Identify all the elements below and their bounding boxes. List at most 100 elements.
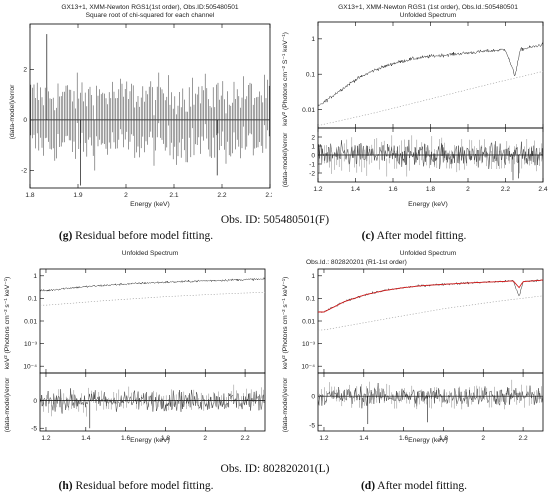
chart-c-bottom-xtick-label: 1.2 [313,186,322,193]
obs-id-bottom: Obs. ID: 802820201(L) [220,463,330,475]
caption-g: (g) Residual before model fitting. [0,230,272,242]
chart-g-xtick-label: 2.1 [169,192,178,199]
chart-c-ylabel-top: keV² (Photons cm⁻² S⁻¹ keV⁻¹) [282,32,289,126]
chart-c-bottom-ytick-label: -1 [309,161,315,168]
chart-c-xlabel: Energy (keV) [408,201,448,208]
chart-c-bottom-xtick-label: 1.4 [351,186,360,193]
chart-g-ytick-label: 0 [23,117,27,124]
chart-g-xtick-label: 1.9 [73,192,82,199]
chart-h-svg: Unfolded Spectrum keV² (Photons cm⁻² s⁻¹… [4,250,266,444]
caption-d-letter: (d) [360,480,376,492]
chart-c-svg: GX13+1, XMM-Newton RGS1 (1st order), Obs… [282,4,548,208]
chart-c-bottom-xtick-label: 2 [466,186,470,193]
chart-d-top-ytick-label: 10⁻⁴ [301,363,315,370]
caption-c-text: After model fitting. [374,230,467,242]
chart-h-top-ytick-label: 0.1 [28,296,37,303]
chart-g-xtick-label: 2.3 [265,192,272,199]
chart-c-ylabel-bottom: (data-model)/error [282,132,289,188]
chart-h-top-ytick-label: 1 [33,273,37,280]
chart-d-top-frame [317,268,544,374]
chart-h-bottom-xtick-label: 1.2 [41,435,50,442]
chart-d-top-ytick-label: 0.01 [302,318,315,325]
chart-c-data-series [317,41,544,107]
chart-d-ylabel-bottom: (data-model)/error [282,377,289,433]
chart-c-background-series [317,71,544,126]
caption-d: (d) After model fitting. [278,480,550,492]
chart-c-residual-series [318,139,543,170]
chart-c-bottom-ytick-label: 1 [311,143,315,150]
obs-id-top: Obs. ID: 505480501(F) [220,214,330,226]
chart-d-top-ytick-label: 1 [311,273,315,280]
chart-d-bottom-xtick-label: 1.2 [319,435,328,442]
chart-d-xlabel: Energy (keV) [408,437,448,444]
chart-g-xtick-label: 2 [124,192,128,199]
chart-d-bottom-xtick-label: 1.8 [439,435,448,442]
chart-g-svg: GX13+1, XMM-Newton RGS1(1st order), Obs.… [9,4,272,208]
caption-g-text: Residual before model fitting. [72,230,214,242]
chart-h-bottom-xtick-label: 2 [203,435,207,442]
chart-panel-g: GX13+1, XMM-Newton RGS1(1st order), Obs.… [0,0,272,210]
chart-h-data-series [39,277,266,292]
caption-c-letter: (c) [361,230,375,242]
chart-d-bottom-xtick-label: 1.4 [359,435,368,442]
chart-d-bottom-xtick-label: 2.2 [519,435,528,442]
chart-d-bottom-ytick-label: 0 [311,394,315,401]
caption-h-text: Residual before model fitting. [72,480,214,492]
chart-d-top-ytick-label: 10⁻³ [302,341,316,348]
chart-h-top-ytick-label: 0.01 [24,318,37,325]
chart-c-residual-errorbars [319,135,542,177]
chart-c-top-frame [317,21,544,129]
chart-c-bottom-ytick-label: -2 [309,170,315,177]
chart-h-residual-errorbars [41,384,264,417]
chart-panel-c: GX13+1, XMM-Newton RGS1 (1st order), Obs… [278,0,550,210]
chart-d-svg: Unfolded Spectrum Obs.Id.: 802820201 (R1… [282,250,544,444]
caption-h: (h) Residual before model fitting. [0,480,272,492]
chart-g-subtitle: Square root of chi-squared for each chan… [86,12,215,19]
caption-d-text: After model fitting. [375,480,468,492]
chart-h-bottom-ytick-label: -5 [31,426,37,433]
chart-d-residual-errorbars [319,379,542,410]
chart-c-bottom-ytick-label: 2 [311,134,315,141]
chart-c-title: GX13+1, XMM-Newton RGS1 (1st order), Obs… [338,4,518,11]
chart-d-bottom-xtick-label: 1.6 [399,435,408,442]
caption-g-letter: (g) [58,230,73,242]
chart-c-top-ytick-label: 1 [311,36,315,43]
chart-h-residual-series [40,388,265,414]
chart-h-xlabel: Energy (keV) [130,437,170,444]
chart-g-xtick-label: 1.8 [25,192,34,199]
chart-panel-h: Unfolded Spectrum keV² (Photons cm⁻² s⁻¹… [0,245,272,445]
chart-g-frame [29,23,271,189]
chart-c-bottom-xtick-label: 1.6 [388,186,397,193]
chart-c-bottom-ytick-label: 0 [311,152,315,159]
chart-h-top-ytick-label: 10⁻⁴ [23,363,37,370]
chart-h-bottom-frame [39,372,266,432]
chart-d-title: Obs.Id.: 802820201 (R1-1st order) [306,259,407,266]
chart-d-subtitle: Unfolded Spectrum [400,250,457,257]
chart-h-top-ytick-label: 10⁻³ [24,341,38,348]
chart-panel-d: Unfolded Spectrum Obs.Id.: 802820201 (R1… [278,245,550,445]
chart-d-residual-series [318,382,543,409]
chart-g-title: GX13+1, XMM-Newton RGS1(1st order), Obs.… [61,4,239,11]
chart-c-subtitle: Unfolded Spectrum [400,12,457,19]
caption-c: (c) After model fitting. [278,230,550,242]
chart-d-top-ytick-label: 0.1 [306,296,315,303]
chart-d-bottom-frame [317,372,544,432]
chart-d-bottom-xtick-label: 2 [481,435,485,442]
chart-g-ytick-label: -2 [21,168,27,175]
chart-h-bottom-xtick-label: 1.8 [161,435,170,442]
chart-h-subtitle: Unfolded Spectrum [122,250,179,257]
caption-h-letter: (h) [58,480,73,492]
chart-d-bottom-ytick-label: -5 [309,423,315,430]
chart-c-top-ytick-label: 0.01 [302,107,315,114]
chart-c-bottom-xtick-label: 2.2 [501,186,510,193]
chart-c-top-ytick-label: 0.1 [306,71,315,78]
chart-g-xtick-label: 2.2 [217,192,226,199]
chart-d-background-series [318,295,544,331]
chart-h-bottom-ytick-label: 0 [33,398,37,405]
chart-c-bottom-xtick-label: 1.8 [426,186,435,193]
chart-g-residual-bars [30,72,270,171]
chart-h-bottom-xtick-label: 1.6 [121,435,130,442]
chart-h-top-frame [39,268,266,374]
chart-g-ytick-label: 2 [23,67,27,74]
chart-c-bottom-xtick-label: 2.4 [538,186,547,193]
